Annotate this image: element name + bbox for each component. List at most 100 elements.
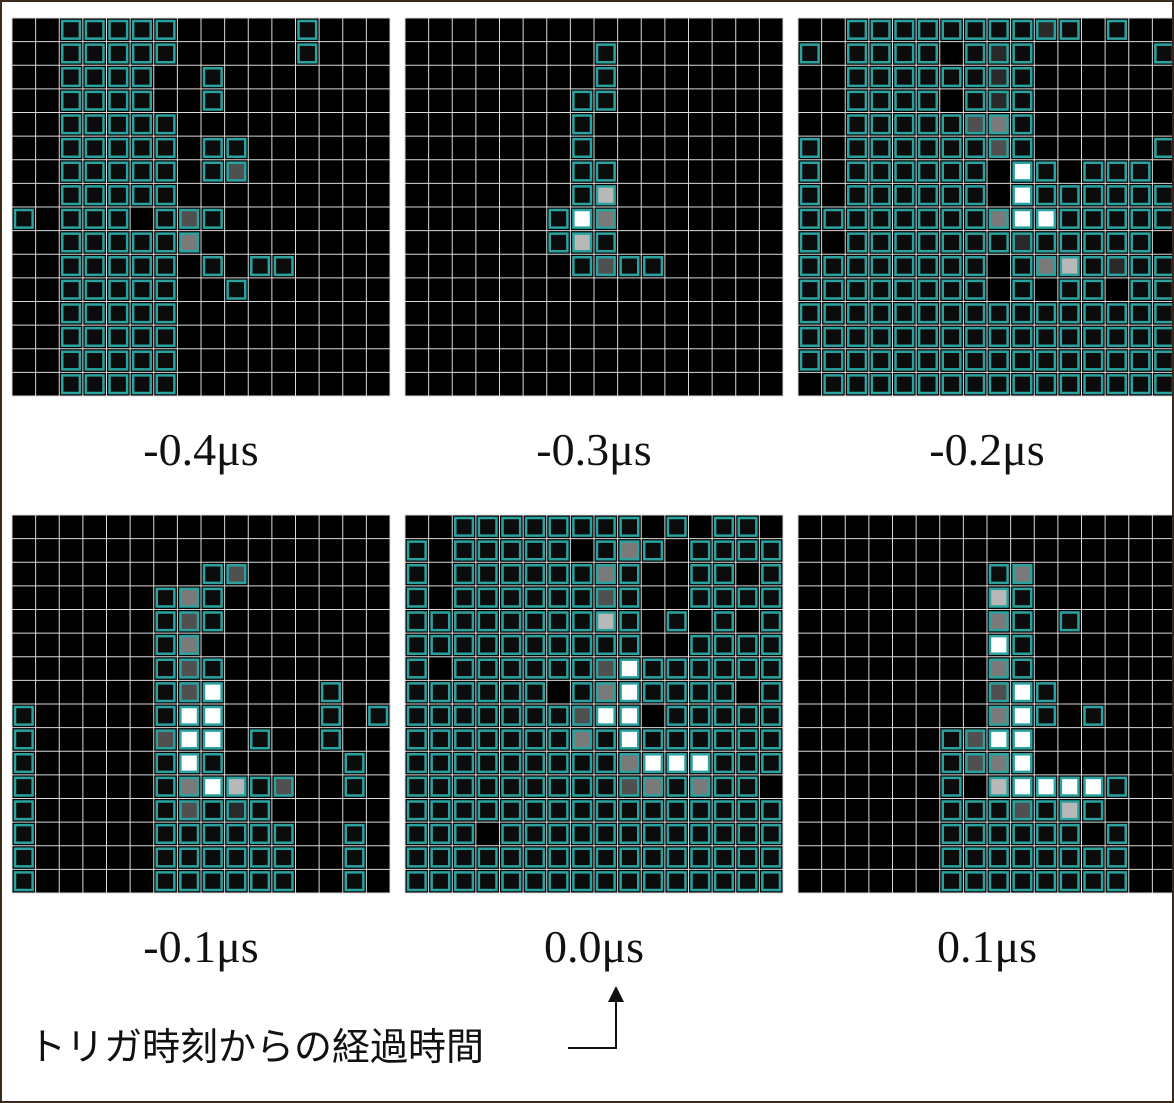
pixel [668,731,686,749]
pixel [644,872,662,890]
pixel [1085,186,1103,204]
pixel [943,849,961,867]
pixel [896,92,914,110]
pixel [597,45,615,63]
pixel [1014,281,1032,299]
panel-label: -0.2μs [929,424,1044,475]
pixel [739,849,757,867]
pixel [503,613,521,631]
pixel [550,210,568,228]
pixel [455,731,473,749]
pixel [739,754,757,772]
pixel [990,92,1008,110]
pixel [896,234,914,252]
pixel [762,825,780,843]
pixel [943,872,961,890]
pixel [896,352,914,370]
pixel [919,375,937,393]
pixel [251,849,269,867]
pixel [204,849,222,867]
pixel [479,589,497,607]
pixel [1132,328,1150,346]
pixel [1155,257,1172,275]
pixel [848,163,866,181]
pixel [204,565,222,583]
pixel [1155,139,1172,157]
pixel [503,707,521,725]
pixel [133,21,151,39]
pixel [692,565,710,583]
pixel [990,234,1008,252]
pixel [408,825,426,843]
pixel [943,210,961,228]
pixel [432,825,450,843]
pixel [157,707,175,725]
pixel [157,328,175,346]
pixel [86,352,104,370]
pixel [621,660,639,678]
pixel [503,731,521,749]
pixel [15,849,33,867]
pixel [550,565,568,583]
pixel [503,825,521,843]
pixel [621,613,639,631]
pixel [1085,375,1103,393]
pixel [110,186,128,204]
pixel [1155,352,1172,370]
pixel [762,542,780,560]
pixel [1037,375,1055,393]
pixel [990,68,1008,86]
pixel [1108,305,1126,323]
pixel [1061,613,1079,631]
pixel [644,825,662,843]
pixel [1014,636,1032,654]
pixel [644,660,662,678]
pixel [408,754,426,772]
pixel [573,92,591,110]
pixel [346,754,364,772]
pixel [896,328,914,346]
pixel [966,872,984,890]
pixel [503,565,521,583]
pixel [1014,328,1032,346]
pixel [157,305,175,323]
pixel [668,660,686,678]
pixel [715,565,733,583]
pixel [762,565,780,583]
pixel [715,802,733,820]
pixel [1014,872,1032,890]
pixel [990,731,1008,749]
pixel [432,613,450,631]
pixel [110,281,128,299]
pixel [573,636,591,654]
pixel [943,731,961,749]
pixel [204,731,222,749]
pixel [825,305,843,323]
pixel [157,802,175,820]
pixel [848,305,866,323]
pixel [62,375,80,393]
pixel [692,683,710,701]
pixel [966,21,984,39]
pixel [110,328,128,346]
pixel [1014,352,1032,370]
pixel [526,754,544,772]
pixel [715,589,733,607]
pixel [204,825,222,843]
pixel [408,542,426,560]
pixel [62,234,80,252]
pixel [573,731,591,749]
pixel [1014,186,1032,204]
pixel [550,542,568,560]
pixel [157,660,175,678]
panel-label: 0.0μs [544,921,644,972]
pixel [1085,163,1103,181]
pixel [739,872,757,890]
pixel [62,21,80,39]
pixel [228,849,246,867]
pixel [1061,375,1079,393]
pixel [597,542,615,560]
pixel [1108,210,1126,228]
pixel [1061,210,1079,228]
pixel [573,186,591,204]
